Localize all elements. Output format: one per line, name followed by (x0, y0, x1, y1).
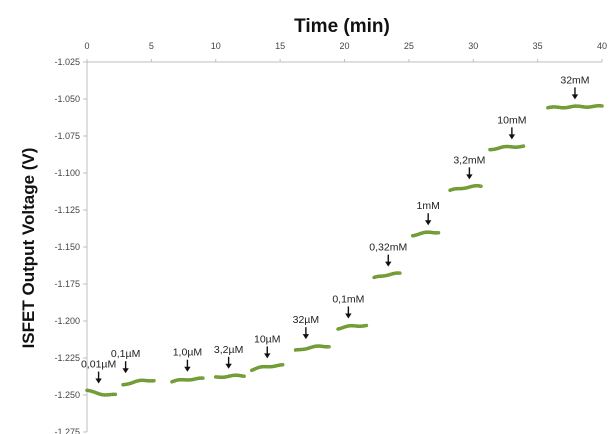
concentration-annotation: 0,1µM (111, 348, 140, 374)
y-tick-label: -1.050 (54, 94, 80, 104)
series-segment (293, 344, 331, 352)
x-tick-label: 0 (84, 41, 89, 51)
x-tick-label: 10 (211, 41, 221, 51)
x-axis-title: Time (min) (294, 16, 390, 37)
x-tick-label: 5 (149, 41, 154, 51)
annotation-arrowhead (345, 313, 352, 319)
y-tick-label: -1.275 (54, 427, 80, 434)
y-tick-label: -1.125 (54, 205, 80, 215)
annotation-label: 0,1mM (332, 293, 364, 305)
data-point (364, 323, 369, 328)
series-segment (546, 103, 604, 110)
concentration-annotation: 10mM (497, 114, 526, 140)
data-point (436, 230, 441, 235)
y-tick-label: -1.250 (54, 390, 80, 400)
y-tick-label: -1.075 (54, 131, 80, 141)
series-segment (121, 378, 156, 387)
series-segment (336, 323, 369, 331)
annotation-label: 10mM (497, 114, 526, 126)
concentration-annotation: 0,01µM (81, 359, 116, 384)
annotation-label: 1mM (417, 200, 440, 212)
plot-area: 0 5 10 15 20 25 30 35 40 -1.025 -1.050 -1.075 -1.100… (54, 41, 607, 434)
annotation-arrowhead (95, 378, 102, 384)
concentration-annotation: 0,1mM (332, 293, 364, 319)
annotation-label: 0,1µM (111, 348, 140, 360)
annotation-arrowhead (264, 353, 271, 359)
annotation-arrowhead (122, 368, 129, 374)
series-segment (372, 271, 402, 280)
series-segment (448, 183, 483, 193)
annotation-label: 0,01µM (81, 359, 116, 371)
x-tick-label: 20 (339, 41, 349, 51)
concentration-annotation: 1,0µM (173, 347, 202, 372)
annotation-label: 3,2µM (214, 344, 243, 356)
annotation-arrowhead (225, 363, 232, 369)
x-tick-label: 35 (533, 41, 543, 51)
y-axis-title: ISFET Output Voltage (V) (19, 148, 38, 349)
annotation-arrowhead (302, 334, 310, 340)
series-segment (488, 144, 526, 152)
concentration-annotation: 32mM (560, 74, 590, 100)
annotation-arrowhead (508, 134, 516, 140)
concentration-annotation: 10µM (254, 333, 280, 359)
x-tick-label: 40 (597, 41, 607, 51)
data-point (479, 184, 483, 189)
data-point (152, 378, 156, 383)
series-segment (170, 376, 205, 384)
annotation-label: 32mM (560, 74, 589, 86)
data-point (398, 271, 402, 275)
concentration-annotation: 0,32mM (369, 242, 407, 267)
annotation-label: 10µM (254, 333, 280, 345)
annotation-arrowhead (385, 261, 392, 267)
data-point (600, 104, 604, 108)
data-point (280, 362, 285, 367)
concentration-annotation: 32µM (293, 314, 319, 340)
x-tick-label: 30 (468, 41, 478, 51)
series-segment (410, 230, 441, 238)
data-point (327, 344, 331, 349)
y-tick-label: -1.175 (54, 279, 80, 289)
y-tick-label: -1.025 (54, 57, 80, 67)
annotation-label: 1,0µM (173, 347, 202, 359)
data-point (242, 374, 246, 379)
x-tick-label: 25 (404, 41, 414, 51)
y-tick-label: -1.100 (54, 168, 80, 178)
annotation-arrowhead (424, 220, 432, 226)
y-tick-label: -1.225 (54, 353, 80, 363)
y-tick-label: -1.150 (54, 242, 80, 252)
series-segment (213, 373, 246, 380)
y-tick-label: -1.200 (54, 316, 80, 326)
concentration-annotation: 1mM (417, 200, 440, 226)
data-point (201, 376, 205, 380)
annotation-arrowhead (466, 174, 473, 180)
x-tick-label: 15 (275, 41, 285, 51)
annotation-label: 0,32mM (369, 242, 407, 254)
annotation-arrowhead (184, 366, 191, 372)
data-point (521, 144, 526, 148)
concentration-annotation: 3,2mM (453, 154, 485, 180)
data-point (113, 392, 118, 397)
annotation-arrowhead (571, 94, 579, 100)
series-segment (85, 388, 118, 397)
series-segment (249, 362, 285, 373)
annotation-label: 3,2mM (453, 154, 485, 166)
concentration-annotation: 3,2µM (214, 344, 243, 369)
annotation-label: 32µM (293, 314, 319, 326)
